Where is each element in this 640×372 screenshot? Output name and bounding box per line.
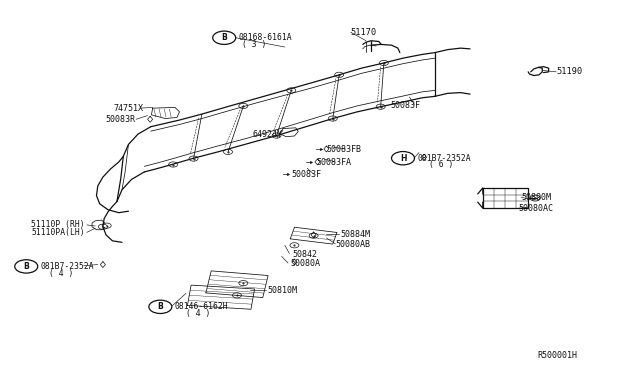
Text: 50083F: 50083F (291, 170, 321, 179)
Text: 51110P (RH): 51110P (RH) (31, 221, 85, 230)
Text: R500001H: R500001H (537, 351, 577, 360)
Text: 081B7-2352A: 081B7-2352A (40, 262, 94, 271)
Text: 50083FB: 50083FB (326, 145, 362, 154)
Text: H: H (400, 154, 406, 163)
Text: 51170: 51170 (351, 28, 377, 37)
Text: 50083F: 50083F (390, 101, 420, 110)
Text: 64924Y: 64924Y (253, 129, 283, 139)
Text: 50083FA: 50083FA (316, 158, 351, 167)
Text: 50890M: 50890M (521, 193, 551, 202)
Text: 50080A: 50080A (291, 259, 321, 268)
Text: 50083R: 50083R (106, 115, 136, 124)
Text: B: B (24, 262, 29, 271)
Text: ( 3 ): ( 3 ) (242, 40, 266, 49)
Text: B: B (221, 33, 227, 42)
Text: ( 4 ): ( 4 ) (186, 309, 211, 318)
Text: 50810M: 50810M (268, 286, 298, 295)
Text: 50842: 50842 (292, 250, 317, 259)
Text: 50884M: 50884M (340, 230, 371, 240)
Text: 081B7-2352A: 081B7-2352A (417, 154, 470, 163)
Text: 51190: 51190 (556, 67, 582, 76)
Text: 08168-6161A: 08168-6161A (238, 33, 292, 42)
Text: ( 4 ): ( 4 ) (49, 269, 73, 278)
Text: 74751X: 74751X (113, 104, 143, 113)
Text: 51110PA(LH): 51110PA(LH) (31, 228, 85, 237)
Text: 50080AC: 50080AC (518, 204, 553, 213)
Text: ( 6 ): ( 6 ) (429, 160, 453, 169)
Text: 08146-6162H: 08146-6162H (174, 302, 228, 311)
Text: 50080AB: 50080AB (335, 240, 371, 249)
Text: B: B (157, 302, 163, 311)
